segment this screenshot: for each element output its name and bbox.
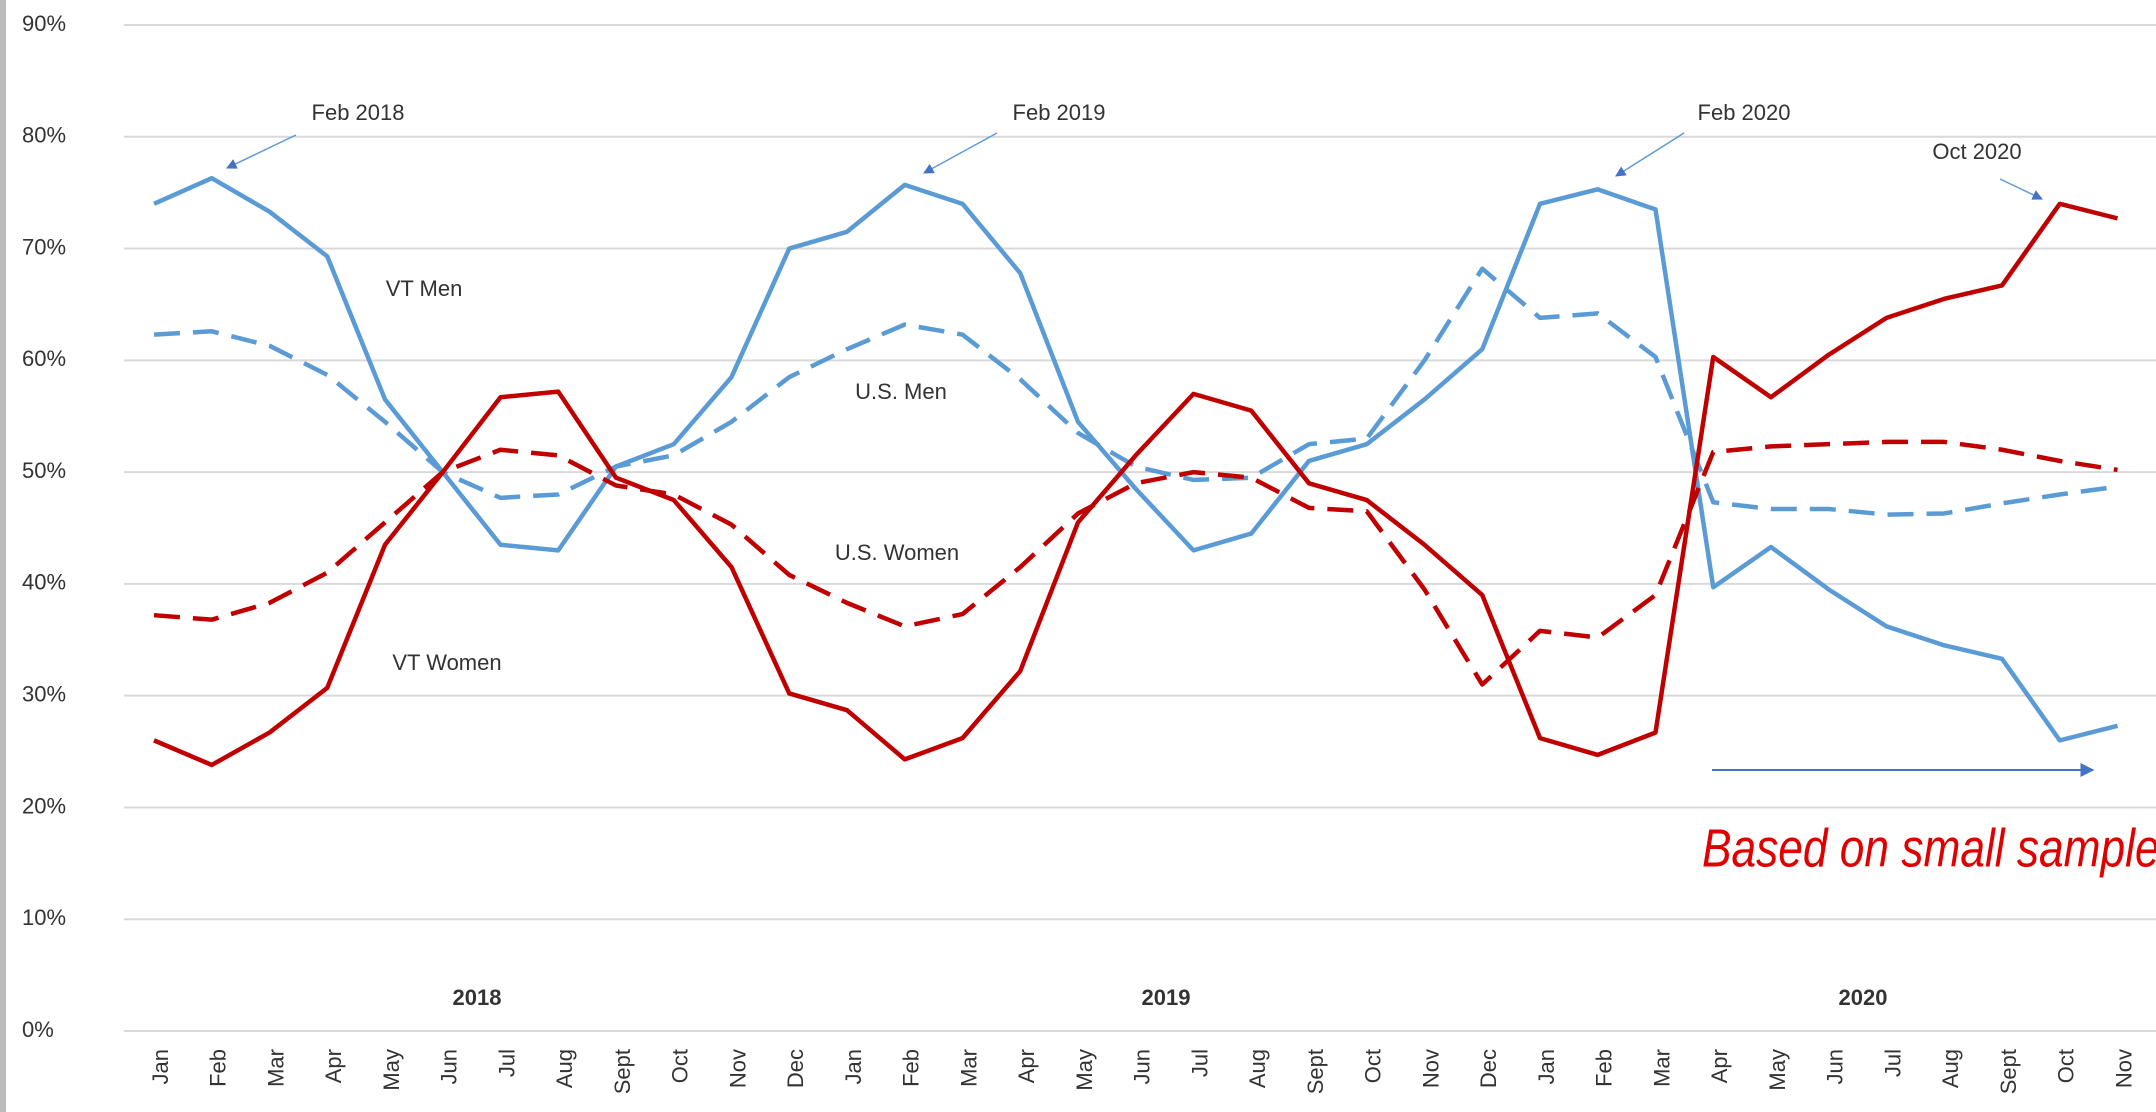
x-tick-label: Jan [1534, 1049, 1559, 1084]
x-tick-label: Aug [552, 1049, 577, 1088]
y-tick-label: 90% [22, 11, 66, 36]
annotation-arrow [1999, 178, 2043, 200]
y-tick-label: 50% [22, 458, 66, 483]
x-tick-label: Feb [206, 1049, 231, 1087]
series-line [153, 266, 2118, 517]
y-tick-label: 10% [22, 905, 66, 930]
y-tick-label: 80% [22, 123, 66, 148]
x-tick-label: Apr [321, 1049, 346, 1083]
x-tick-label: Feb [1592, 1049, 1617, 1087]
series-line [153, 439, 2118, 687]
x-tick-label: Jun [437, 1049, 462, 1084]
y-tick-label: 60% [22, 346, 66, 371]
x-tick-label: Jul [494, 1049, 519, 1077]
x-tick-label: Nov [2111, 1049, 2136, 1088]
series-label: VT Men [386, 276, 463, 301]
series-label: U.S. Women [835, 540, 959, 565]
x-tick-label: Aug [1938, 1049, 1963, 1088]
x-tick-label: Jul [1880, 1049, 1905, 1077]
x-tick-label: Aug [1245, 1049, 1270, 1088]
x-tick-label: Nov [1418, 1049, 1443, 1088]
year-label: 2018 [453, 985, 502, 1010]
series-line [153, 201, 2119, 768]
x-tick-label: Jun [1823, 1049, 1848, 1084]
x-tick-label: Jan [148, 1049, 173, 1084]
annotation-arrow [226, 134, 297, 169]
annotation: Oct 2020 [1932, 139, 2021, 164]
x-tick-label: Feb [899, 1049, 924, 1087]
series-line [153, 175, 2119, 743]
annotation: Feb 2020 [1698, 100, 1791, 125]
x-tick-label: Oct [1361, 1049, 1386, 1083]
x-tick-label: Apr [1707, 1049, 1732, 1083]
y-tick-label: 30% [22, 681, 66, 706]
y-tick-label: 20% [22, 793, 66, 818]
y-tick-label: 0% [22, 1017, 54, 1042]
series-label: U.S. Men [855, 379, 947, 404]
annotation-arrow [923, 132, 998, 174]
x-tick-label: Sept [1996, 1049, 2021, 1094]
x-tick-label: May [1072, 1049, 1097, 1091]
y-tick-label: 70% [22, 234, 66, 259]
y-tick-label: 40% [22, 570, 66, 595]
x-tick-label: Oct [668, 1049, 693, 1083]
x-tick-label: Nov [725, 1049, 750, 1088]
x-tick-label: Dec [783, 1049, 808, 1088]
x-tick-label: Jun [1130, 1049, 1155, 1084]
x-tick-label: Oct [2054, 1049, 2079, 1083]
year-label: 2020 [1839, 985, 1888, 1010]
x-tick-label: Jan [841, 1049, 866, 1084]
annotation: Feb 2018 [312, 100, 405, 125]
note: Based on small sample [1702, 818, 2156, 878]
x-tick-label: Mar [1649, 1049, 1674, 1087]
x-tick-label: Sept [1303, 1049, 1328, 1094]
x-tick-label: Sept [610, 1049, 635, 1094]
annotation-arrow [1615, 132, 1685, 177]
series-label: VT Women [392, 650, 501, 675]
x-tick-label: Mar [956, 1049, 981, 1087]
annotation: Feb 2019 [1013, 100, 1106, 125]
year-label: 2019 [1142, 985, 1191, 1010]
x-tick-label: May [1765, 1049, 1790, 1091]
left-edge [0, 0, 6, 1112]
x-tick-label: Dec [1476, 1049, 1501, 1088]
x-tick-label: Jul [1187, 1049, 1212, 1077]
x-tick-label: Apr [1014, 1049, 1039, 1083]
x-tick-label: Mar [263, 1049, 288, 1087]
x-tick-label: May [379, 1049, 404, 1091]
